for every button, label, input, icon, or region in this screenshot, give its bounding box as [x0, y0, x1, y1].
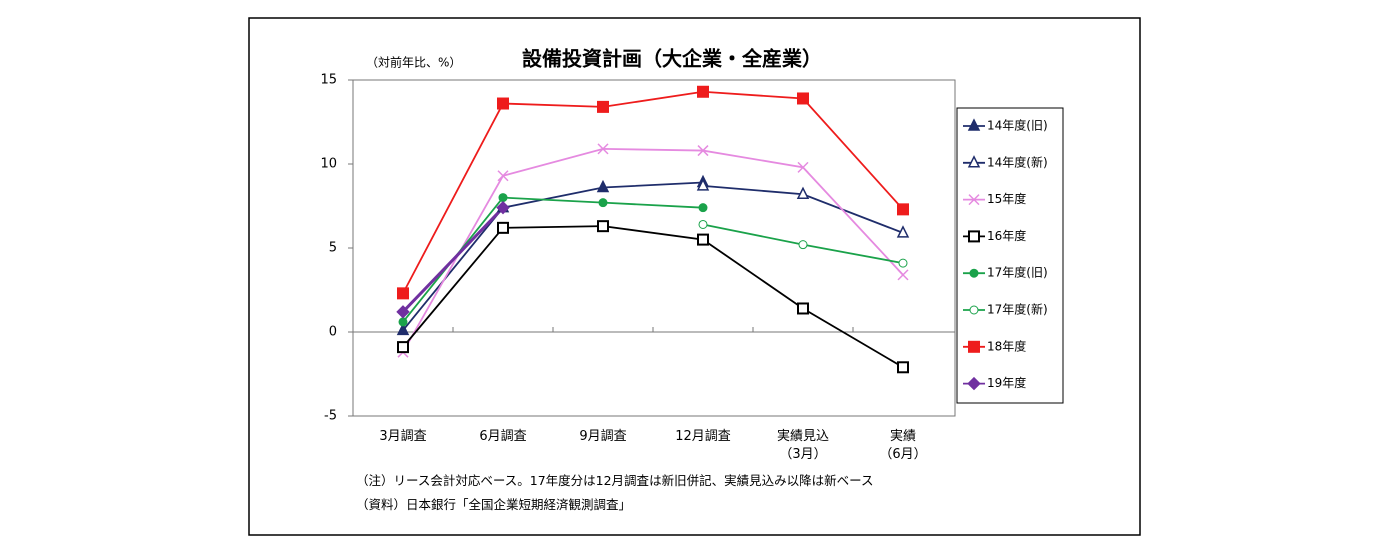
- legend: [956, 107, 1064, 404]
- y-tick-label: 10: [320, 157, 337, 172]
- marker: [968, 230, 980, 243]
- series-line: [402, 225, 904, 369]
- marker: [896, 225, 910, 238]
- x-tick-label: 9月調査: [579, 429, 627, 444]
- marker: [496, 200, 510, 215]
- legend-label: 19年度: [987, 375, 1026, 390]
- marker: [967, 118, 981, 131]
- marker: [697, 145, 709, 157]
- marker: [698, 219, 708, 229]
- marker: [797, 161, 809, 173]
- marker: [396, 305, 410, 319]
- marker: [796, 186, 810, 199]
- legend-label: 15年度: [987, 191, 1026, 206]
- marker: [396, 322, 410, 336]
- series-line: [402, 147, 904, 353]
- marker: [798, 240, 808, 250]
- marker: [967, 376, 981, 391]
- marker: [598, 198, 608, 208]
- marker: [797, 92, 809, 105]
- note: （資料）日本銀行「全国企業短期経済観測調査」: [356, 497, 632, 512]
- legend-label: 18年度: [987, 338, 1026, 353]
- x-tick-label: 6月調査: [479, 429, 527, 444]
- marker: [897, 269, 909, 281]
- marker: [969, 305, 979, 315]
- marker: [897, 203, 909, 216]
- plot-area: [352, 79, 956, 417]
- legend-label: 17年度(旧): [987, 265, 1048, 280]
- legend-label: 16年度: [987, 228, 1026, 243]
- marker: [967, 155, 981, 168]
- marker: [397, 341, 409, 354]
- x-tick-label: 12月調査: [675, 429, 731, 444]
- chart-title: 設備投資計画（大企業・全産業）: [522, 47, 822, 71]
- marker: [498, 193, 508, 203]
- marker: [968, 340, 980, 353]
- marker: [797, 302, 809, 315]
- marker: [697, 233, 709, 246]
- series-line: [402, 196, 704, 323]
- marker: [596, 179, 610, 193]
- marker: [698, 203, 708, 213]
- marker: [969, 268, 979, 278]
- x-tick-label: 実績見込 （3月）: [776, 429, 829, 462]
- y-tick-label: 0: [329, 325, 337, 340]
- x-tick-label: 3月調査: [379, 429, 427, 444]
- note: （注）リース会計対応ベース。17年度分は12月調査は新旧併記、実績見込み以降は新…: [356, 473, 874, 488]
- legend-label: 14年度(旧): [987, 118, 1048, 133]
- y-axis-label: （対前年比、%）: [366, 55, 461, 70]
- marker: [897, 361, 909, 374]
- y-tick-label: -5: [324, 409, 337, 424]
- marker: [597, 100, 609, 113]
- legend-label: 14年度(新): [987, 154, 1048, 169]
- y-tick-label: 5: [329, 241, 337, 256]
- marker: [497, 97, 509, 110]
- marker: [696, 178, 710, 191]
- y-tick-label: 15: [320, 73, 337, 88]
- series-line: [402, 90, 904, 294]
- series-line: [401, 206, 505, 313]
- marker: [597, 143, 609, 155]
- marker: [968, 194, 980, 206]
- frame: [248, 17, 1141, 536]
- marker: [597, 220, 609, 233]
- series-line: [402, 181, 704, 331]
- x-tick-label: 実績 （6月）: [879, 429, 927, 462]
- marker: [898, 258, 908, 268]
- marker: [497, 170, 509, 182]
- marker: [397, 287, 409, 300]
- marker: [497, 221, 509, 234]
- marker: [697, 85, 709, 98]
- marker: [398, 317, 408, 327]
- legend-label: 17年度(新): [987, 302, 1048, 317]
